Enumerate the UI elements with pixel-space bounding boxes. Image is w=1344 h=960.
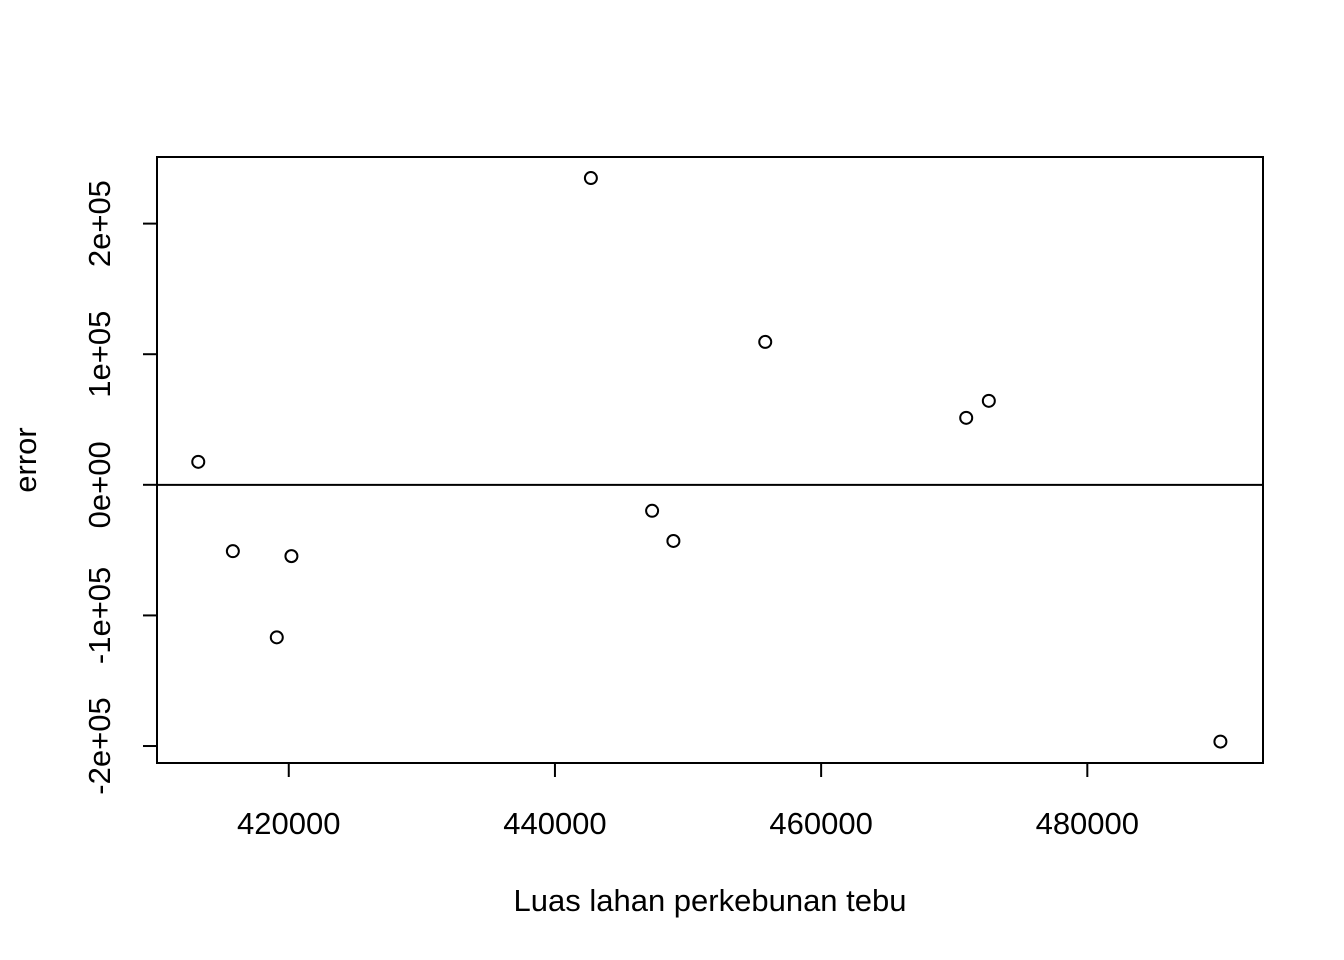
y-tick-label: -2e+05 (82, 697, 117, 794)
x-tick-label: 480000 (1036, 806, 1139, 841)
data-point (269, 630, 284, 645)
plot-frame (156, 156, 1264, 764)
data-point (758, 334, 773, 349)
x-tick-label: 460000 (769, 806, 872, 841)
data-point (1213, 734, 1228, 749)
ticks: 420000 440000 460000 480000 -2e+05 -1e+05 0e+0… (82, 180, 1139, 841)
y-tick-label: 0e+00 (82, 441, 117, 528)
y-tick-label: 1e+05 (82, 311, 117, 398)
x-tick-label: 440000 (503, 806, 606, 841)
x-axis-label: Luas lahan perkebunan tebu (514, 883, 907, 918)
data-point (284, 549, 299, 564)
y-axis-label: error (8, 427, 43, 492)
x-tick-label: 420000 (237, 806, 340, 841)
y-tick-label: -1e+05 (82, 567, 117, 664)
data-points (191, 171, 1228, 749)
y-tick-label: 2e+05 (82, 180, 117, 267)
data-point (959, 410, 974, 425)
data-point (666, 533, 681, 548)
data-point (981, 393, 996, 408)
axes (156, 156, 1264, 764)
data-point (645, 503, 660, 518)
data-point (225, 544, 240, 559)
data-point (583, 171, 598, 186)
data-point (191, 454, 206, 469)
